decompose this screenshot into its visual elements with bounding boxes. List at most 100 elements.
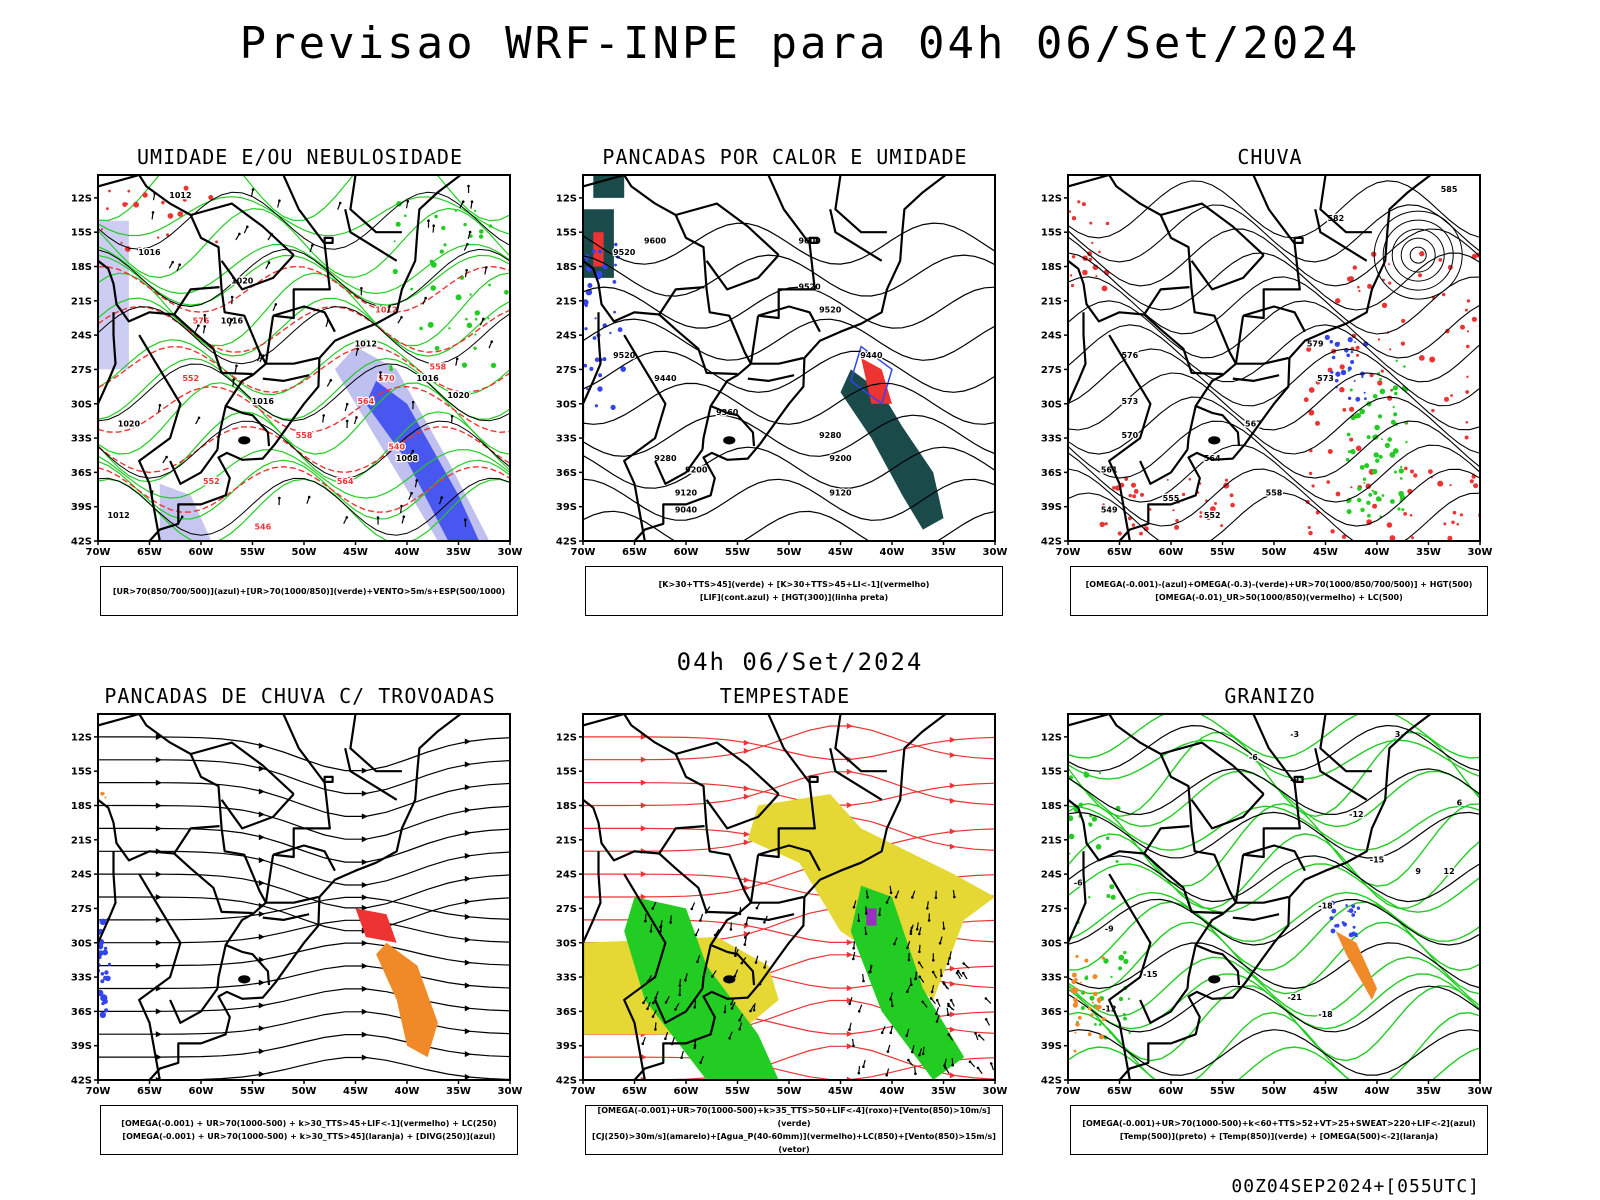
streamline-arrow <box>846 997 853 1004</box>
rain-red <box>1315 420 1320 426</box>
lat-tick-label: 27S <box>556 904 577 915</box>
streamline-arrow <box>258 880 265 887</box>
rain-green <box>1360 507 1365 513</box>
wind-vector-west-head <box>649 929 653 933</box>
rain-red <box>1473 483 1479 489</box>
legend-line: [CJ(250)>30m/s](amarelo)+[Agua_P(40-60mm… <box>592 1132 996 1154</box>
state-border <box>344 209 398 262</box>
wind-vector-head <box>345 402 349 406</box>
temp850-patch <box>1088 822 1091 825</box>
country-borders <box>98 714 462 1080</box>
streamline-arrow <box>846 802 853 809</box>
wind-vector-se-head <box>929 997 933 1000</box>
state-border <box>220 793 295 830</box>
rain-red <box>1487 492 1490 495</box>
state-border <box>220 254 295 291</box>
temp850-contour <box>1068 1046 1480 1080</box>
lon-tick-label: 60W <box>1159 547 1184 558</box>
green-patch <box>392 268 398 275</box>
state-border <box>623 334 667 541</box>
red-patch <box>133 201 139 208</box>
wind-vector-west-head <box>711 975 714 978</box>
legend-line: [Temp(500)](preto) + [Temp(850)](verde) … <box>1119 1132 1439 1141</box>
rain-green <box>1375 458 1380 463</box>
rain-red <box>1452 510 1457 515</box>
lat-tick-label: 42S <box>556 1076 577 1087</box>
lat-tick-label: 36S <box>71 1007 92 1018</box>
rain-red-south <box>1224 478 1229 482</box>
rain-red-south <box>1131 523 1136 527</box>
rain-red <box>1335 298 1341 304</box>
rain-blue <box>1330 370 1334 374</box>
temp850-patch <box>1068 833 1075 840</box>
lat-tick-label: 18S <box>71 801 92 812</box>
rain-red-west <box>1082 269 1088 276</box>
contour-label: 1008 <box>396 454 419 463</box>
cyclone-streamline <box>1373 210 1463 300</box>
green-contour <box>98 196 510 237</box>
wind-vector-head <box>356 347 360 351</box>
state-border <box>1234 854 1245 903</box>
streamline-arrow <box>743 839 750 846</box>
omega-orange-west <box>1101 1017 1106 1022</box>
lon-tick-label: 50W <box>1262 1086 1287 1097</box>
streamline <box>98 965 510 990</box>
legend-line: [OMEGA(-0.001)+UR>70(1000-500)+k>35_TTS>… <box>597 1106 991 1128</box>
forecast-time-subtitle: 04h 06/Set/2024 <box>676 648 924 676</box>
red-patch <box>167 213 174 219</box>
rain-red <box>1431 408 1435 413</box>
state-border <box>654 987 704 1024</box>
lat-tick-label: 30S <box>1041 399 1062 410</box>
wind-vector-head <box>455 357 459 361</box>
panel-title: UMIDADE E/OU NEBULOSIDADE <box>136 145 464 169</box>
state-border <box>750 895 804 904</box>
wind-vector-head <box>203 313 207 317</box>
height-contour <box>1068 372 1480 431</box>
map-borders-layer <box>98 175 462 541</box>
panel-tempestade: TEMPESTADE 12S 15S 18S 21S 24S 27S 30S 33S 36S 39… <box>545 684 1025 1174</box>
state-border <box>834 175 887 234</box>
lif-patch <box>584 303 588 308</box>
state-border <box>173 852 253 915</box>
wind-vector-west-head <box>693 1044 697 1047</box>
country-borders <box>98 175 462 541</box>
hail-blue <box>1345 904 1348 907</box>
rain-red-west <box>1071 216 1077 221</box>
storm-orange <box>376 942 438 1058</box>
state-border <box>190 202 295 256</box>
wind-vector-west-head <box>699 1061 702 1064</box>
omega-orange-west <box>1093 991 1098 997</box>
green-patch <box>488 224 493 228</box>
wind-vector-west-head <box>738 1018 741 1022</box>
height-contour <box>1068 180 1480 239</box>
streamline-arrow <box>949 797 956 804</box>
rain-red-south <box>1117 531 1122 536</box>
wind-vector-east-head <box>918 1053 921 1057</box>
panel-granizo: GRANIZO -3 -6 -9 -12 -15 -18 -21 -18 -15 -12 -9 -6 3… <box>1030 684 1510 1174</box>
state-border <box>1068 175 1241 447</box>
lon-tick-label: 50W <box>777 547 802 558</box>
lat-tick-label: 21S <box>556 296 577 307</box>
lat-tick-label: 12S <box>1041 193 1062 204</box>
wind-vector-east-head <box>915 928 919 931</box>
rain-blue <box>1347 366 1352 371</box>
lat-tick-label: 24S <box>71 331 92 342</box>
state-border <box>1068 259 1190 323</box>
streamline-arrow <box>155 962 162 969</box>
lif-patch <box>602 357 607 362</box>
height-contour <box>1068 420 1480 479</box>
state-border <box>1190 793 1265 830</box>
contour-label: 9440 <box>860 351 883 360</box>
wind-vector-head <box>468 230 472 234</box>
state-border <box>264 854 275 903</box>
streamline-arrow <box>258 788 265 795</box>
wind-vector-head <box>406 200 410 203</box>
pressure-contour <box>98 420 510 479</box>
lif-patch <box>617 327 623 333</box>
rain-red <box>1342 408 1347 412</box>
wind-vector-west-head <box>651 1015 655 1018</box>
lat-tick-label: 12S <box>71 193 92 204</box>
state-border <box>1160 741 1265 795</box>
wind-vector-east-head <box>864 912 868 915</box>
